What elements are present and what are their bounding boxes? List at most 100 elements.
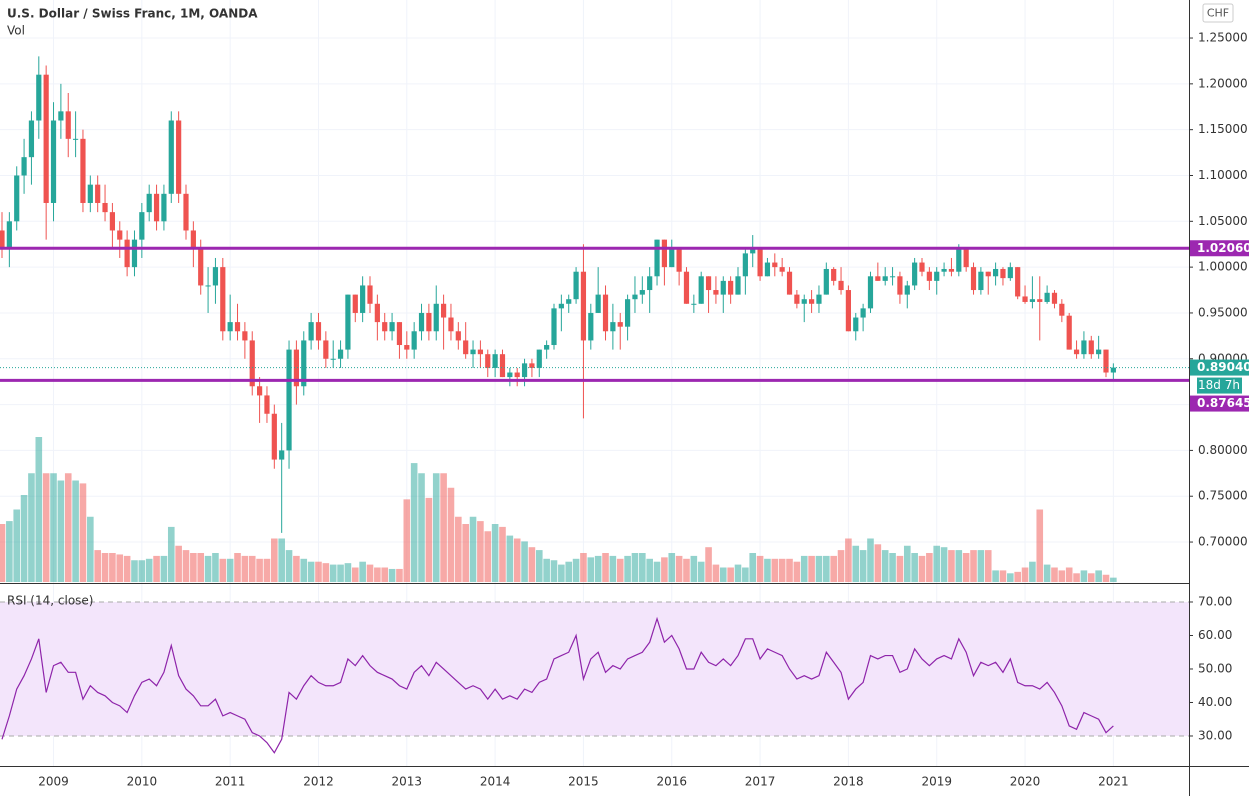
volume-bar bbox=[153, 555, 160, 582]
candle-body bbox=[308, 322, 314, 341]
volume-bar bbox=[440, 473, 447, 582]
volume-bar bbox=[528, 547, 536, 582]
volume-bar bbox=[896, 555, 904, 582]
candle-body bbox=[352, 294, 358, 313]
candle-body bbox=[683, 271, 690, 304]
volume-bar bbox=[50, 473, 57, 582]
volume-bar bbox=[506, 535, 514, 582]
volume-bar bbox=[1029, 561, 1036, 582]
volume-bar bbox=[558, 564, 565, 582]
volume-bar bbox=[248, 555, 256, 582]
candle-body bbox=[1007, 267, 1013, 279]
volume-bar bbox=[0, 524, 6, 582]
candle-body bbox=[404, 345, 410, 350]
candle-body bbox=[21, 157, 27, 176]
candle-body bbox=[544, 345, 550, 350]
volume-bar bbox=[977, 550, 985, 582]
volume-bar bbox=[447, 487, 455, 582]
volume-bar bbox=[226, 558, 234, 582]
candle-body bbox=[742, 253, 748, 277]
candle-body bbox=[249, 340, 255, 387]
candle-body bbox=[963, 248, 969, 268]
candle-body bbox=[73, 138, 79, 140]
volume-bar bbox=[241, 555, 249, 582]
candle-body bbox=[831, 268, 837, 281]
candle-body bbox=[698, 276, 704, 304]
volume-bar bbox=[42, 473, 50, 582]
volume-bar bbox=[933, 545, 941, 582]
volume-bar bbox=[145, 558, 153, 582]
candle-body bbox=[521, 363, 528, 378]
volume-bar bbox=[57, 480, 65, 582]
candle-body bbox=[867, 276, 874, 309]
candle-body bbox=[845, 290, 851, 332]
volume-bar bbox=[109, 553, 116, 582]
volume-bar bbox=[639, 553, 646, 582]
level-label-box bbox=[1190, 395, 1249, 412]
volume-bar bbox=[749, 553, 757, 582]
candle-body bbox=[1029, 299, 1035, 302]
volume-bar bbox=[889, 553, 896, 582]
volume-bar bbox=[1051, 567, 1058, 582]
last-price-box bbox=[1190, 359, 1249, 376]
candle-body bbox=[588, 312, 594, 341]
volume-bar bbox=[697, 561, 705, 582]
volume-bar bbox=[396, 568, 403, 582]
volume-bar bbox=[1073, 573, 1080, 582]
volume-bar bbox=[837, 550, 845, 582]
volume-bar bbox=[337, 564, 344, 582]
candle-body bbox=[580, 271, 587, 341]
volume-bar bbox=[410, 463, 418, 582]
candle-body bbox=[507, 372, 513, 378]
candle-body bbox=[948, 268, 955, 272]
candle-body bbox=[80, 138, 86, 203]
volume-bar bbox=[28, 473, 35, 582]
volume-bar bbox=[491, 524, 499, 582]
volume-bar bbox=[278, 538, 285, 582]
volume-bar bbox=[182, 550, 190, 582]
candle-body bbox=[1051, 292, 1058, 304]
volume-bar bbox=[683, 558, 690, 582]
candle-body bbox=[28, 120, 35, 158]
candle-body bbox=[411, 331, 417, 350]
rsi-tick-label: 40.00 bbox=[1198, 695, 1232, 709]
volume-bar bbox=[808, 555, 815, 582]
candle-body bbox=[131, 239, 138, 268]
candle-body bbox=[1088, 340, 1094, 355]
volume-bar bbox=[381, 567, 389, 582]
candle-body bbox=[337, 349, 344, 359]
candle-body bbox=[1066, 315, 1072, 350]
y-tick-label: 0.70000 bbox=[1198, 535, 1248, 549]
volume-bar bbox=[550, 560, 558, 582]
currency-box[interactable] bbox=[1202, 3, 1234, 23]
candle-body bbox=[956, 248, 962, 272]
x-tick-label: 2012 bbox=[303, 775, 334, 789]
volume-bar bbox=[926, 553, 933, 582]
candle-body bbox=[234, 322, 241, 332]
volume-bar bbox=[705, 547, 712, 582]
x-tick-label: 2017 bbox=[745, 775, 776, 789]
volume-bar bbox=[881, 550, 889, 582]
candle-body bbox=[985, 271, 991, 277]
candle-body bbox=[426, 312, 432, 332]
x-tick-label: 2019 bbox=[921, 775, 952, 789]
volume-bar bbox=[859, 550, 867, 582]
candle-body bbox=[176, 120, 182, 194]
volume-bar bbox=[101, 553, 109, 582]
candle-body bbox=[514, 372, 520, 378]
candle-body bbox=[779, 267, 785, 272]
x-tick-label: 2015 bbox=[568, 775, 599, 789]
x-tick-label: 2013 bbox=[392, 775, 423, 789]
level-label: 0.87645 bbox=[1197, 396, 1249, 410]
volume-bar bbox=[1102, 574, 1110, 582]
volume-bar bbox=[197, 553, 205, 582]
candle-body bbox=[610, 322, 616, 332]
candle-body bbox=[934, 271, 940, 281]
volume-bar bbox=[675, 555, 683, 582]
volume-bar bbox=[300, 558, 308, 582]
candle-body bbox=[323, 340, 329, 359]
volume-bar bbox=[418, 473, 425, 582]
candle-body bbox=[1096, 349, 1102, 355]
candle-body bbox=[242, 331, 248, 341]
candle-body bbox=[1073, 349, 1080, 355]
